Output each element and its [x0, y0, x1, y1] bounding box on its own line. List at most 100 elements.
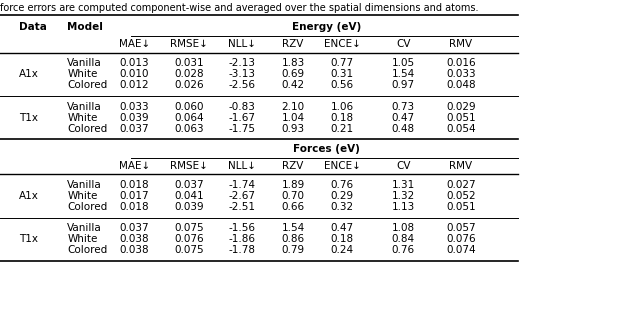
Text: A1x: A1x: [19, 69, 39, 79]
Text: 0.031: 0.031: [174, 58, 204, 68]
Text: 0.47: 0.47: [392, 113, 415, 123]
Text: White: White: [67, 191, 97, 201]
Text: 0.026: 0.026: [174, 80, 204, 90]
Text: Vanilla: Vanilla: [67, 101, 102, 112]
Text: Data: Data: [19, 22, 47, 32]
Text: 1.83: 1.83: [282, 58, 305, 68]
Text: Colored: Colored: [67, 124, 108, 134]
Text: -1.75: -1.75: [228, 124, 255, 134]
Text: 0.76: 0.76: [331, 180, 354, 190]
Text: 1.13: 1.13: [392, 202, 415, 212]
Text: NLL↓: NLL↓: [228, 161, 256, 171]
Text: 0.029: 0.029: [446, 101, 476, 112]
Text: 0.56: 0.56: [331, 80, 354, 90]
Text: -2.56: -2.56: [228, 80, 255, 90]
Text: 1.04: 1.04: [282, 113, 305, 123]
Text: 0.31: 0.31: [331, 69, 354, 79]
Text: NLL↓: NLL↓: [228, 39, 256, 49]
Text: -3.13: -3.13: [228, 69, 255, 79]
Text: 0.039: 0.039: [120, 113, 149, 123]
Text: 1.89: 1.89: [282, 180, 305, 190]
Text: 0.038: 0.038: [120, 245, 149, 255]
Text: MAE↓: MAE↓: [119, 161, 150, 171]
Text: RMSE↓: RMSE↓: [170, 161, 208, 171]
Text: 1.08: 1.08: [392, 223, 415, 233]
Text: 0.24: 0.24: [331, 245, 354, 255]
Text: 0.32: 0.32: [331, 202, 354, 212]
Text: 0.48: 0.48: [392, 124, 415, 134]
Text: 0.039: 0.039: [174, 202, 204, 212]
Text: -2.13: -2.13: [228, 58, 255, 68]
Text: 0.054: 0.054: [446, 124, 476, 134]
Text: Model: Model: [67, 22, 103, 32]
Text: 0.42: 0.42: [282, 80, 305, 90]
Text: 0.84: 0.84: [392, 234, 415, 244]
Text: 0.47: 0.47: [331, 223, 354, 233]
Text: CV: CV: [396, 39, 410, 49]
Text: 0.013: 0.013: [120, 58, 149, 68]
Text: 0.057: 0.057: [446, 223, 476, 233]
Text: -1.86: -1.86: [228, 234, 255, 244]
Text: Vanilla: Vanilla: [67, 180, 102, 190]
Text: RZV: RZV: [282, 39, 304, 49]
Text: 0.037: 0.037: [120, 124, 149, 134]
Text: 0.017: 0.017: [120, 191, 149, 201]
Text: White: White: [67, 69, 97, 79]
Text: RMSE↓: RMSE↓: [170, 39, 208, 49]
Text: 1.54: 1.54: [282, 223, 305, 233]
Text: 0.027: 0.027: [446, 180, 476, 190]
Text: A1x: A1x: [19, 191, 39, 201]
Text: 0.037: 0.037: [174, 180, 204, 190]
Text: -1.67: -1.67: [228, 113, 255, 123]
Text: 0.70: 0.70: [282, 191, 305, 201]
Text: 0.21: 0.21: [331, 124, 354, 134]
Text: 1.05: 1.05: [392, 58, 415, 68]
Text: 0.73: 0.73: [392, 101, 415, 112]
Text: force errors are computed component-wise and averaged over the spatial dimension: force errors are computed component-wise…: [0, 3, 479, 13]
Text: Colored: Colored: [67, 202, 108, 212]
Text: 0.016: 0.016: [446, 58, 476, 68]
Text: -2.51: -2.51: [228, 202, 255, 212]
Text: 2.10: 2.10: [282, 101, 305, 112]
Text: 0.051: 0.051: [446, 113, 476, 123]
Text: 0.18: 0.18: [331, 234, 354, 244]
Text: 0.075: 0.075: [174, 245, 204, 255]
Text: Vanilla: Vanilla: [67, 58, 102, 68]
Text: 0.29: 0.29: [331, 191, 354, 201]
Text: Energy (eV): Energy (eV): [292, 22, 361, 32]
Text: 0.076: 0.076: [446, 234, 476, 244]
Text: 0.69: 0.69: [282, 69, 305, 79]
Text: 0.075: 0.075: [174, 223, 204, 233]
Text: 0.074: 0.074: [446, 245, 476, 255]
Text: 0.041: 0.041: [174, 191, 204, 201]
Text: 1.06: 1.06: [331, 101, 354, 112]
Text: RMV: RMV: [449, 39, 472, 49]
Text: T1x: T1x: [19, 113, 38, 123]
Text: 0.18: 0.18: [331, 113, 354, 123]
Text: 0.033: 0.033: [446, 69, 476, 79]
Text: 0.033: 0.033: [120, 101, 149, 112]
Text: CV: CV: [396, 161, 410, 171]
Text: 1.32: 1.32: [392, 191, 415, 201]
Text: 0.052: 0.052: [446, 191, 476, 201]
Text: 0.076: 0.076: [174, 234, 204, 244]
Text: RZV: RZV: [282, 161, 304, 171]
Text: 0.018: 0.018: [120, 180, 149, 190]
Text: 0.76: 0.76: [392, 245, 415, 255]
Text: 1.54: 1.54: [392, 69, 415, 79]
Text: Colored: Colored: [67, 80, 108, 90]
Text: 0.012: 0.012: [120, 80, 149, 90]
Text: -2.67: -2.67: [228, 191, 255, 201]
Text: 0.86: 0.86: [282, 234, 305, 244]
Text: -1.74: -1.74: [228, 180, 255, 190]
Text: 0.93: 0.93: [282, 124, 305, 134]
Text: ENCE↓: ENCE↓: [324, 39, 361, 49]
Text: 1.31: 1.31: [392, 180, 415, 190]
Text: -1.56: -1.56: [228, 223, 255, 233]
Text: 0.028: 0.028: [174, 69, 204, 79]
Text: 0.018: 0.018: [120, 202, 149, 212]
Text: 0.048: 0.048: [446, 80, 476, 90]
Text: Colored: Colored: [67, 245, 108, 255]
Text: -1.78: -1.78: [228, 245, 255, 255]
Text: White: White: [67, 113, 97, 123]
